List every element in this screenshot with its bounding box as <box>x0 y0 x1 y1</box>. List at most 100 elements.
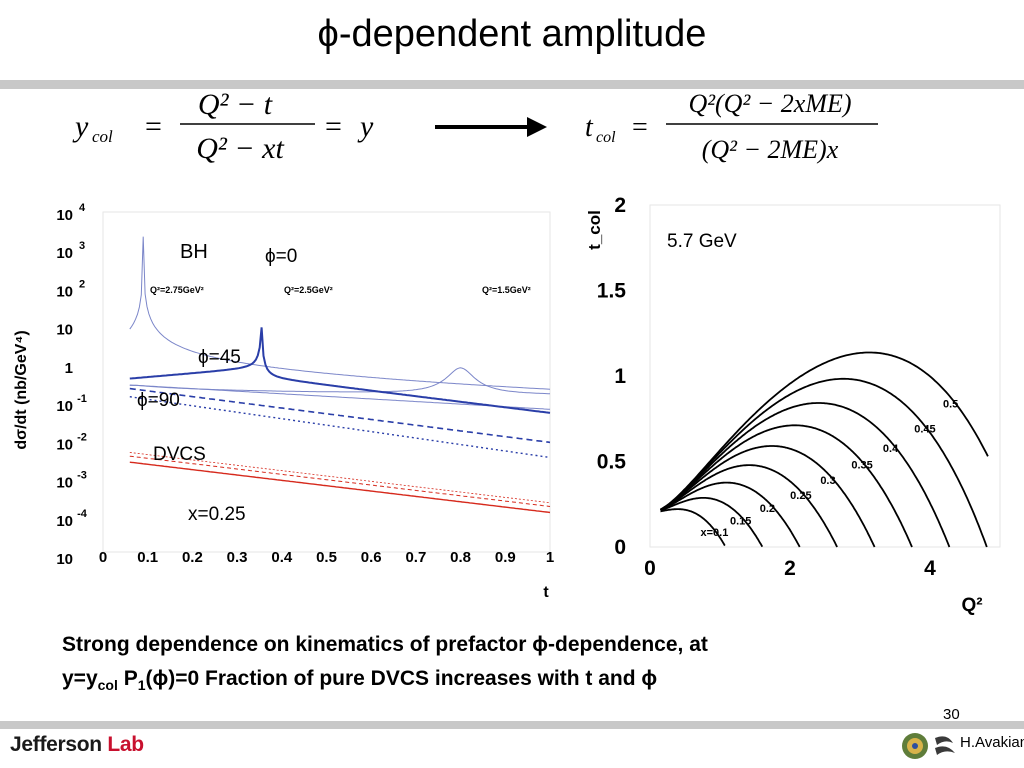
caption-part-b: P <box>117 667 138 690</box>
caption: Strong dependence on kinematics of prefa… <box>62 628 962 702</box>
phi45-curve <box>129 387 551 444</box>
right-x-tick-label: 2 <box>784 557 796 580</box>
tcol-curve <box>660 508 726 547</box>
jefferson-lab-logo: Jefferson Lab <box>10 733 144 757</box>
eq2-lhs: t <box>585 112 594 143</box>
header-divider <box>0 80 1024 89</box>
left-y-tick-label: 10 <box>56 436 73 453</box>
caption-part-c: (ϕ)=0 Fraction of pure DVCS increases wi… <box>145 667 658 690</box>
tcol-curve-label: 0.15 <box>730 515 751 527</box>
eq1-lhs: y <box>72 110 89 143</box>
beam-energy-label: 5.7 GeV <box>667 231 737 252</box>
phi0-curve <box>129 327 551 414</box>
q2-25-label: Q²=2.5GeV² <box>284 285 333 295</box>
tcol-curve <box>660 445 876 548</box>
left-y-tick-label: 10 <box>56 513 73 530</box>
left-x-tick-label: 0.3 <box>227 549 248 566</box>
left-x-tick-label: 0.8 <box>450 549 471 566</box>
tcol-curve-label: 0.2 <box>760 503 775 515</box>
right-x-tick-label: 4 <box>924 557 936 580</box>
left-y-tick-exponent: -2 <box>77 431 87 443</box>
lab-emblem-icon <box>902 733 955 759</box>
caption-line-1: Strong dependence on kinematics of prefa… <box>62 633 708 656</box>
tcol-curve-label: 0.35 <box>851 460 872 472</box>
eq2-denominator: (Q² − 2ME)x <box>702 135 839 164</box>
left-y-tick-exponent: -4 <box>77 508 88 520</box>
x-value-annotation: x=0.25 <box>188 504 246 525</box>
bh-curve-q2-15 <box>129 367 550 395</box>
tcol-curve <box>660 464 838 548</box>
left-x-tick-label: 0.7 <box>405 549 426 566</box>
right-y-tick-label: 1.5 <box>597 280 627 303</box>
phi45-annotation: ϕ=45 <box>198 347 241 368</box>
left-x-tick-label: 0.5 <box>316 549 337 566</box>
caption-sub-1: 1 <box>137 677 146 694</box>
right-y-axis-label: t_col <box>585 210 604 250</box>
left-y-tick-label: 10 <box>56 551 73 568</box>
author-name: H.Avakian <box>960 734 1024 751</box>
ycol-equation: y col = Q² − t Q² − xt = y <box>72 90 374 165</box>
left-y-tick-exponent: 2 <box>79 278 85 290</box>
tcol-curve-label: x=0.1 <box>700 527 728 539</box>
dvcs-curve-upper-2 <box>129 452 551 504</box>
left-x-tick-label: 0.4 <box>271 549 293 566</box>
phi90-curve <box>129 396 551 459</box>
eq1-equals: = <box>145 110 162 143</box>
eq2-lhs-sub: col <box>596 129 616 146</box>
tcol-curve <box>660 377 988 548</box>
caption-part-a: y=y <box>62 667 98 690</box>
dvcs-curve-upper <box>129 455 551 507</box>
footer-divider <box>0 721 1024 729</box>
left-y-tick-exponent: 3 <box>79 240 85 252</box>
left-y-axis-label: dσ/dt (nb/GeV⁴) <box>13 330 30 449</box>
tcol-curve-label: 0.45 <box>914 424 935 436</box>
left-y-tick-label: 10 <box>56 322 73 339</box>
tcol-equation: t col = Q²(Q² − 2xME) (Q² − 2ME)x <box>585 90 878 164</box>
tcol-curve-label: 0.3 <box>820 475 835 487</box>
left-plot-frame <box>102 211 551 553</box>
tcol-curve-label: 0.4 <box>883 443 899 455</box>
left-y-tick-exponent: -1 <box>77 393 87 405</box>
left-y-tick-label: 10 <box>56 283 73 300</box>
left-x-tick-label: 0.2 <box>182 549 203 566</box>
left-x-tick-label: 0.1 <box>137 549 158 566</box>
eq2-equals: = <box>632 112 648 143</box>
left-x-tick-label: 1 <box>546 549 554 566</box>
q2-275-label: Q²=2.75GeV² <box>150 285 204 295</box>
eq1-equals-2: = <box>325 110 342 143</box>
left-y-tick-label: 10 <box>56 398 73 415</box>
tcol-curve <box>660 481 801 548</box>
bh-annotation: BH <box>180 241 208 263</box>
logo-text-b: Lab <box>101 733 144 756</box>
page-number: 30 <box>943 706 960 723</box>
left-x-tick-label: 0.9 <box>495 549 516 566</box>
eq1-numerator: Q² − t <box>198 90 273 121</box>
tcol-vs-q2-chart: t_col Q² 5.7 GeV 0 0.5 1 1.5 2 0 2 4 x=0.10.15… <box>585 194 1001 616</box>
right-y-tick-label: 0 <box>614 536 626 559</box>
phi0-annotation: ϕ=0 <box>265 246 297 267</box>
eq1-lhs-sub: col <box>92 127 113 146</box>
left-x-tick-label: 0.6 <box>361 549 382 566</box>
right-y-tick-label: 2 <box>614 194 626 217</box>
tcol-curve-label: 0.25 <box>790 490 811 502</box>
dvcs-annotation: DVCS <box>153 444 206 465</box>
left-y-tick-exponent: 4 <box>79 202 86 214</box>
bh-curve-q2-275 <box>129 236 551 390</box>
logo-text-a: Jefferson <box>10 733 102 756</box>
dvcs-curve <box>129 461 551 514</box>
left-y-tick-label: 10 <box>56 245 73 262</box>
right-x-axis-label: Q² <box>961 595 982 616</box>
right-y-tick-label: 1 <box>614 365 626 388</box>
left-y-tick-label: 10 <box>56 207 73 224</box>
slide-title: ϕ-dependent amplitude <box>317 13 707 55</box>
tcol-curve <box>660 497 764 548</box>
left-y-tick-label: 10 <box>56 475 73 492</box>
right-x-tick-label: 0 <box>644 557 656 580</box>
q2-15-label: Q²=1.5GeV² <box>482 285 531 295</box>
caption-sub-col: col <box>97 677 118 694</box>
left-y-tick-label: 1 <box>65 360 73 377</box>
implies-arrow <box>435 117 547 137</box>
eq1-denominator: Q² − xt <box>196 132 284 165</box>
caption-line-2: y=ycol P1(ϕ)=0 Fraction of pure DVCS inc… <box>62 662 962 702</box>
